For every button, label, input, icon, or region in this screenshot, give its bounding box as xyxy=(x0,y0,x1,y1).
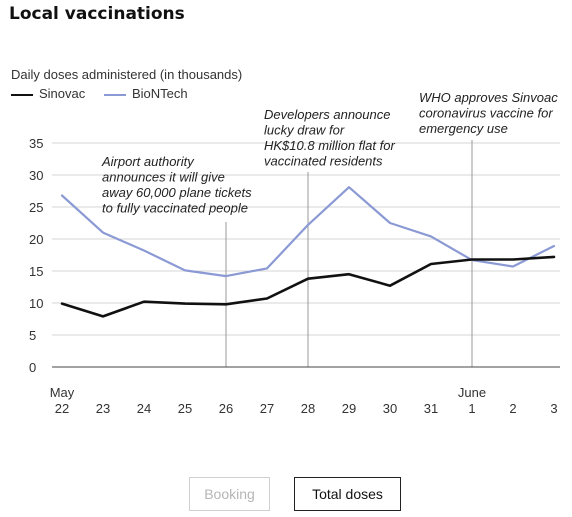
annotation-line-text: coronavirus vaccine for xyxy=(419,106,553,121)
annotation-line-text: to fully vaccinated people xyxy=(102,201,248,216)
annotation-line-text: lucky draw for xyxy=(264,123,345,138)
annotation-line-text: vaccinated residents xyxy=(264,154,383,169)
x-tick-label: 25 xyxy=(178,401,192,416)
x-tick-label: 29 xyxy=(342,401,356,416)
y-tick-label: 25 xyxy=(29,200,43,215)
y-tick-label: 10 xyxy=(29,296,43,311)
y-axis-label: Daily doses administered (in thousands) xyxy=(11,67,243,82)
legend-swatch-biontech xyxy=(104,94,126,96)
legend-label-biontech: BioNTech xyxy=(132,86,188,101)
annotation-text: Airport authority announces it will give a… xyxy=(101,154,252,216)
annotation-text: WHO approves Sinvoac coronavirus vaccine … xyxy=(419,90,558,136)
x-tick-label: 1 xyxy=(468,401,475,416)
x-tick-label: 24 xyxy=(137,401,151,416)
annotation-line-text: announces it will give xyxy=(102,170,225,185)
x-tick-label: 30 xyxy=(383,401,397,416)
x-tick-label: 22 xyxy=(55,401,69,416)
annotation-text: Developers announce lucky draw for HK$10.8… xyxy=(264,107,395,169)
y-tick-label: 30 xyxy=(29,168,43,183)
series-line-sinovac xyxy=(60,255,556,318)
x-tick-label: 28 xyxy=(301,401,315,416)
annotation-line-text: HK$10.8 million flat for xyxy=(264,138,395,153)
annotation-line-text: Developers announce xyxy=(264,107,390,122)
chart-title: Local vaccinations xyxy=(9,4,185,24)
annotation-line-text: away 60,000 plane tickets xyxy=(102,185,252,200)
booking-button[interactable]: Booking xyxy=(189,477,270,511)
legend-swatch-sinovac xyxy=(11,94,33,96)
x-tick-month: June xyxy=(458,385,486,400)
y-tick-label: 15 xyxy=(29,264,43,279)
y-tick-label: 20 xyxy=(29,232,43,247)
y-tick-label: 5 xyxy=(29,328,36,343)
x-tick-month: May xyxy=(50,385,75,400)
x-tick-label: 3 xyxy=(550,401,557,416)
x-tick-label: 23 xyxy=(96,401,110,416)
y-tick-label: 35 xyxy=(29,136,43,151)
annotation-line-text: emergency use xyxy=(419,121,508,136)
annotation-line-text: Airport authority xyxy=(101,154,195,169)
line-chart: 0 5 10 15 20 25 30 35 Airport authority announces… xyxy=(29,90,560,416)
legend-label-sinovac: Sinovac xyxy=(39,86,86,101)
total-doses-button[interactable]: Total doses xyxy=(294,477,401,511)
annotation-line-text: WHO approves Sinvoac xyxy=(419,90,558,105)
x-tick-label: 31 xyxy=(424,401,438,416)
x-tick-label: 2 xyxy=(509,401,516,416)
y-tick-label: 0 xyxy=(29,360,36,375)
x-tick-label: 27 xyxy=(260,401,274,416)
x-tick-label: 26 xyxy=(219,401,233,416)
